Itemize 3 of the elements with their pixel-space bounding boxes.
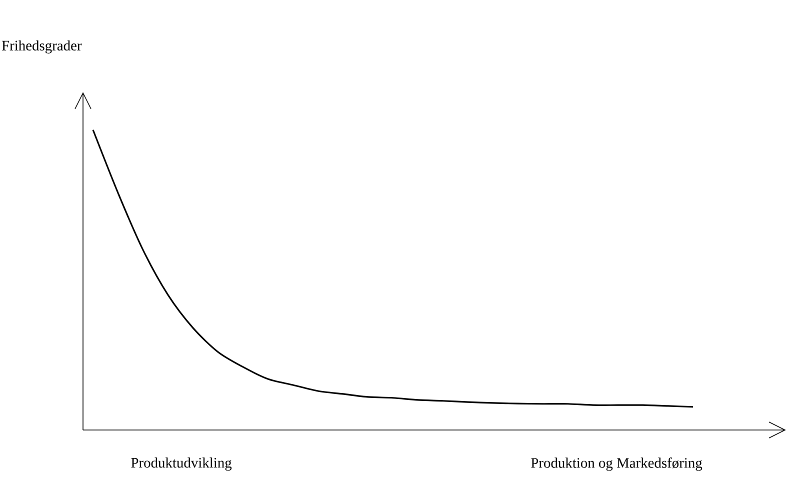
text: Produktion og Markedsføring xyxy=(531,458,702,471)
text: Frihedsgrader xyxy=(2,40,82,54)
text: Produktudvikling xyxy=(131,457,232,471)
